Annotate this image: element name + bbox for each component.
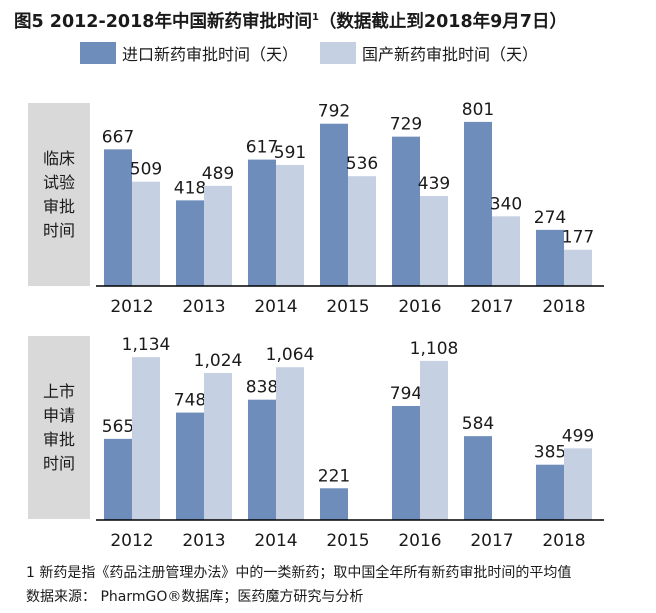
data-label-domestic-2012: 509 xyxy=(130,160,162,180)
data-label-domestic-2018: 177 xyxy=(562,228,594,248)
panel-label-line: 审批 xyxy=(42,429,75,449)
data-label-imported-2017: 801 xyxy=(462,100,494,120)
bar-imported-2018 xyxy=(536,229,564,286)
data-label-domestic-2016: 1,108 xyxy=(410,339,459,359)
data-label-imported-2012: 565 xyxy=(102,417,134,437)
bar-domestic-2017 xyxy=(492,216,520,286)
x-tick-label-2015: 2015 xyxy=(326,531,369,551)
bar-domestic-2015 xyxy=(348,176,376,286)
data-label-imported-2014: 838 xyxy=(246,378,278,398)
chart-title-note: （数据截止到2018年9月7日） xyxy=(318,12,567,32)
legend-swatch-imported xyxy=(80,42,116,64)
panel-label-market-text: 上市 申请 审批 时间 xyxy=(39,380,79,476)
x-tick-label-2014: 2014 xyxy=(254,531,297,551)
panel-label-line: 临床 xyxy=(42,148,75,168)
title-footnote-marker: 1 xyxy=(311,12,319,24)
data-label-imported-2018: 274 xyxy=(534,208,566,228)
chart-title-main: 图5 2012-2018年中国新药审批时间 xyxy=(14,12,312,32)
data-label-imported-2015: 221 xyxy=(318,466,350,486)
bar-domestic-2018 xyxy=(564,249,592,286)
data-label-imported-2013: 748 xyxy=(174,391,206,411)
panel-label-line: 试验 xyxy=(42,172,75,192)
panel-label-market: 上市 申请 审批 时间 xyxy=(28,336,90,519)
bar-imported-2015 xyxy=(320,488,348,520)
bar-domestic-2016 xyxy=(420,196,448,286)
x-tick-label-2018: 2018 xyxy=(542,297,585,317)
panel-label-line: 申请 xyxy=(42,405,75,425)
bar-imported-2013 xyxy=(176,412,204,520)
data-label-domestic-2014: 591 xyxy=(274,143,306,163)
bar-imported-2012 xyxy=(104,438,132,520)
data-label-imported-2013: 418 xyxy=(174,178,206,198)
x-tick-label-2016: 2016 xyxy=(398,531,441,551)
x-tick-label-2014: 2014 xyxy=(254,297,297,317)
bar-imported-2012 xyxy=(104,149,132,286)
bar-domestic-2014 xyxy=(276,367,304,520)
bar-domestic-2013 xyxy=(204,185,232,286)
x-tick-label-2016: 2016 xyxy=(398,297,441,317)
data-label-domestic-2017: 340 xyxy=(490,194,522,214)
panel-label-line: 时间 xyxy=(42,220,75,240)
panel-label-clinical-text: 临床 试验 审批 时间 xyxy=(39,147,79,243)
data-label-imported-2017: 584 xyxy=(462,414,494,434)
x-tick-label-2013: 2013 xyxy=(182,297,225,317)
data-label-imported-2012: 667 xyxy=(102,127,134,147)
bar-imported-2016 xyxy=(392,405,420,520)
bar-imported-2018 xyxy=(536,464,564,520)
panel-label-clinical: 临床 试验 审批 时间 xyxy=(28,103,90,286)
x-tick-label-2018: 2018 xyxy=(542,531,585,551)
panel-label-line: 审批 xyxy=(42,196,75,216)
footnote: 1 新药是指《药品注册管理办法》中的一类新药；取中国全年所有新药审批时间的平均值 xyxy=(26,565,572,581)
x-tick-label-2015: 2015 xyxy=(326,297,369,317)
legend-label-imported: 进口新药审批时间（天） xyxy=(122,45,299,64)
legend-item-domestic: 国产新药审批时间（天） xyxy=(320,41,538,65)
x-tick-label-2012: 2012 xyxy=(110,531,153,551)
data-label-domestic-2014: 1,064 xyxy=(266,345,315,365)
legend: 进口新药审批时间（天） 国产新药审批时间（天） xyxy=(80,40,560,66)
bar-domestic-2018 xyxy=(564,448,592,520)
x-tick-label-2012: 2012 xyxy=(110,297,153,317)
x-tick-label-2017: 2017 xyxy=(470,297,513,317)
data-label-imported-2015: 792 xyxy=(318,102,350,122)
data-label-domestic-2015: 536 xyxy=(346,154,378,174)
data-label-domestic-2013: 1,024 xyxy=(194,351,243,371)
chart-title: 图5 2012-2018年中国新药审批时间1（数据截止到2018年9月7日） xyxy=(14,8,654,33)
bar-domestic-2016 xyxy=(420,360,448,520)
data-label-domestic-2012: 1,134 xyxy=(122,335,171,355)
source-note: 数据来源： PharmGO®数据库；医药魔方研究与分析 xyxy=(26,589,364,605)
market-application-approval-chart: 565 1,134 2012 748 1,024 2013 838 1,064 2014 221 2… xyxy=(96,335,604,551)
legend-swatch-domestic xyxy=(320,42,357,64)
bar-imported-2017 xyxy=(464,436,492,520)
bar-imported-2013 xyxy=(176,200,204,286)
x-tick-label-2017: 2017 xyxy=(470,531,513,551)
panel-label-line: 时间 xyxy=(42,453,75,473)
bar-imported-2014 xyxy=(248,159,276,286)
bar-domestic-2014 xyxy=(276,164,304,286)
bar-domestic-2012 xyxy=(132,181,160,286)
x-tick-label-2013: 2013 xyxy=(182,531,225,551)
legend-item-imported: 进口新药审批时间（天） xyxy=(80,41,298,65)
bar-domestic-2013 xyxy=(204,372,232,520)
bar-domestic-2012 xyxy=(132,357,160,520)
data-label-imported-2018: 385 xyxy=(534,443,566,463)
data-label-domestic-2018: 499 xyxy=(562,426,594,446)
data-label-imported-2014: 617 xyxy=(246,138,278,158)
data-label-domestic-2013: 489 xyxy=(202,164,234,184)
legend-label-domestic: 国产新药审批时间（天） xyxy=(362,45,539,64)
data-label-domestic-2016: 439 xyxy=(418,174,450,194)
bar-imported-2017 xyxy=(464,121,492,286)
bar-imported-2014 xyxy=(248,399,276,520)
bar-imported-2016 xyxy=(392,136,420,286)
bar-imported-2015 xyxy=(320,123,348,286)
panel-label-line: 上市 xyxy=(42,381,75,401)
data-label-imported-2016: 729 xyxy=(390,115,422,135)
data-label-imported-2016: 794 xyxy=(390,384,422,404)
